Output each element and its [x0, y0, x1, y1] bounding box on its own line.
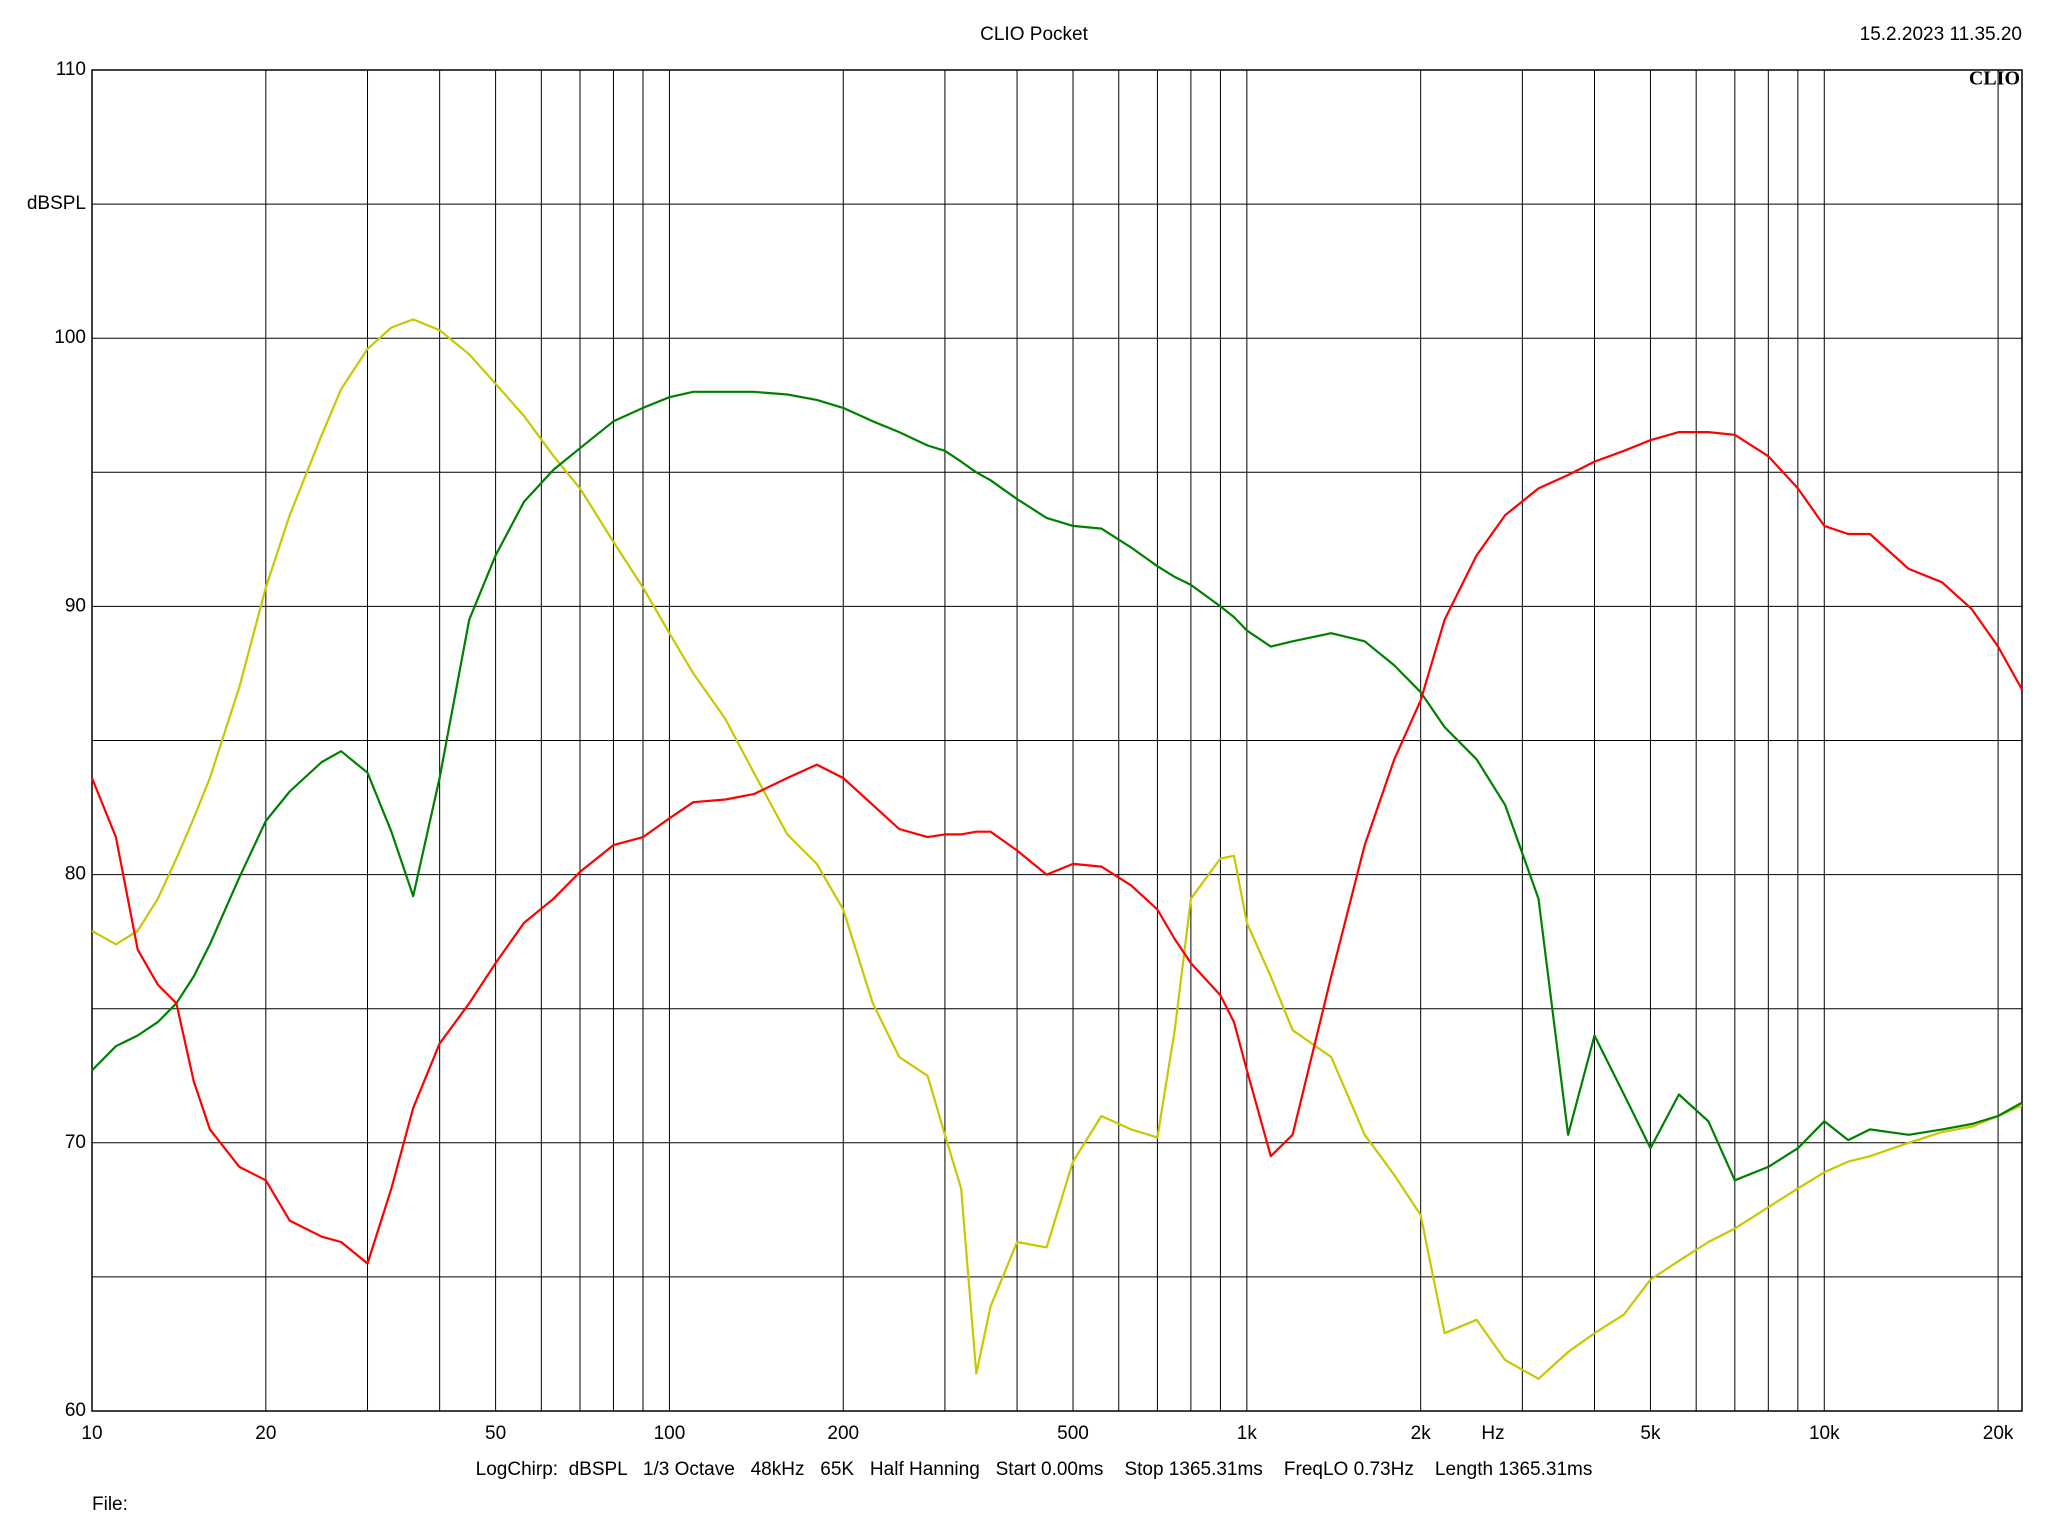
x-tick-label: 10	[81, 1423, 102, 1444]
x-tick-label: 2k	[1411, 1423, 1432, 1444]
y-tick-label: 100	[54, 327, 86, 348]
x-tick-label: 10k	[1809, 1423, 1840, 1444]
x-tick-label: 100	[654, 1423, 686, 1444]
y-tick-label: 80	[65, 864, 86, 885]
chart-title: CLIO Pocket	[980, 24, 1088, 45]
x-tick-label: 5k	[1640, 1423, 1661, 1444]
plot-border	[91, 69, 2023, 1412]
y-tick-label: 90	[65, 595, 86, 616]
timestamp: 15.2.2023 11.35.20	[1860, 24, 2022, 45]
x-tick-label: 200	[827, 1423, 859, 1444]
y-tick-label: 60	[65, 1400, 86, 1421]
x-axis-label: Hz	[1481, 1423, 1504, 1444]
data-line	[91, 318, 2023, 1380]
x-tick-label: 20	[255, 1423, 276, 1444]
logo: CLIO	[1969, 68, 2020, 90]
subtitle: LogChirp: dBSPL 1/3 Octave 48kHz 65K Hal…	[476, 1459, 1593, 1480]
x-tick-label: 20k	[1983, 1423, 2014, 1444]
x-tick-label: 500	[1057, 1423, 1089, 1444]
y-tick-label: 110	[56, 59, 86, 80]
y-tick-label: 70	[65, 1132, 86, 1153]
data-line	[90, 431, 2023, 1265]
y-axis-label: dBSPL	[27, 193, 86, 214]
file-label: File:	[92, 1494, 128, 1515]
data-line	[91, 390, 2023, 1182]
x-tick-label: 50	[485, 1423, 506, 1444]
x-tick-label: 1k	[1237, 1423, 1258, 1444]
